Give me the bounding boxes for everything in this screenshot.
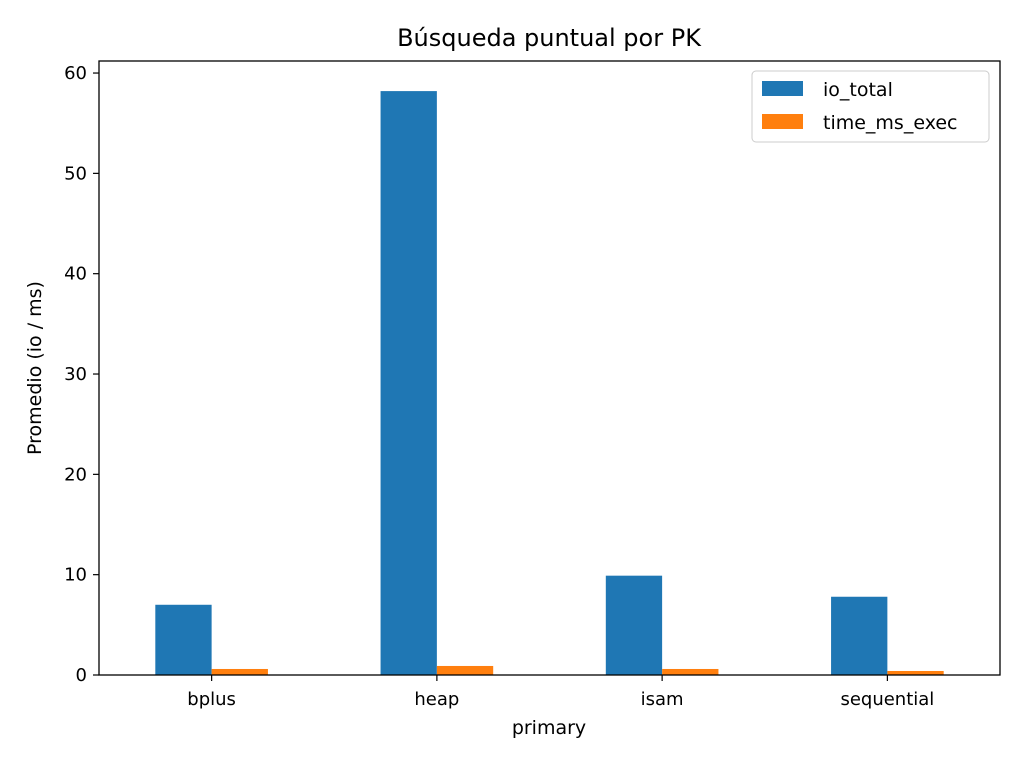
bar-time-ms-exec-isam [662, 668, 719, 675]
y-tick-label-10: 10 [64, 565, 87, 586]
x-axis-label: primary [512, 717, 586, 739]
x-tick-label-heap: heap [414, 689, 459, 710]
bar-io-total-bplus [155, 604, 212, 675]
legend-swatch-time-ms-exec [762, 114, 803, 129]
y-tick-label-30: 30 [64, 364, 87, 385]
bar-io-total-isam [605, 575, 663, 675]
legend-box [751, 70, 990, 143]
y-tick-label-20: 20 [64, 464, 87, 485]
y-axis-label: Promedio (io / ms) [24, 281, 46, 455]
bar-time-ms-exec-heap [436, 665, 494, 675]
legend-label-io-total: io_total [823, 79, 893, 101]
bar-time-ms-exec-bplus [211, 668, 268, 675]
y-tick-label-50: 50 [64, 163, 87, 184]
chart-title: Búsqueda puntual por PK [397, 24, 702, 52]
bar-io-total-sequential [831, 596, 888, 675]
y-axis-ticks: 0 10 20 30 40 50 60 [64, 63, 99, 686]
bar-io-total-heap [380, 91, 437, 676]
y-tick-label-0: 0 [76, 665, 87, 686]
plot-frame [98, 60, 1001, 676]
y-tick-label-60: 60 [64, 63, 87, 84]
legend: io_total time_ms_exec [751, 70, 990, 143]
y-tick-label-40: 40 [64, 264, 87, 285]
bars-group [155, 91, 944, 676]
bar-time-ms-exec-sequential [887, 670, 944, 675]
x-tick-label-bplus: bplus [187, 689, 236, 710]
legend-swatch-io-total [762, 81, 803, 96]
x-tick-label-sequential: sequential [840, 689, 934, 710]
x-tick-label-isam: isam [641, 689, 684, 710]
x-axis-ticks: bplus heap isam sequential [187, 675, 934, 710]
legend-label-time-ms-exec: time_ms_exec [823, 112, 957, 134]
